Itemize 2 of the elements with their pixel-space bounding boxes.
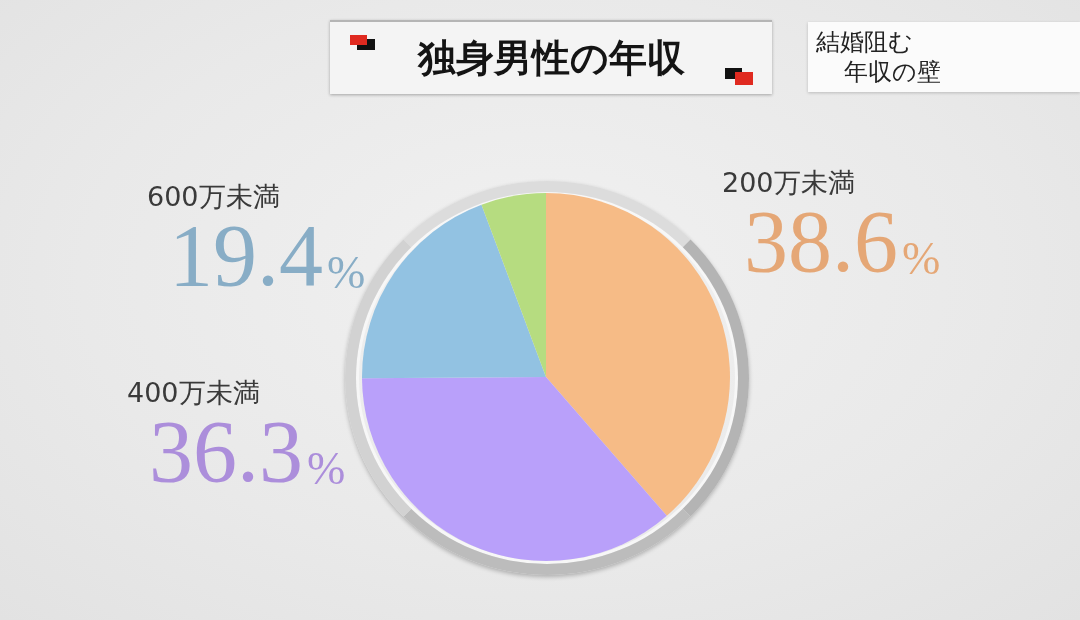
chart-subtitle: 結婚阻む年収の壁	[816, 27, 941, 87]
chart-title: 独身男性の年収	[416, 36, 686, 80]
